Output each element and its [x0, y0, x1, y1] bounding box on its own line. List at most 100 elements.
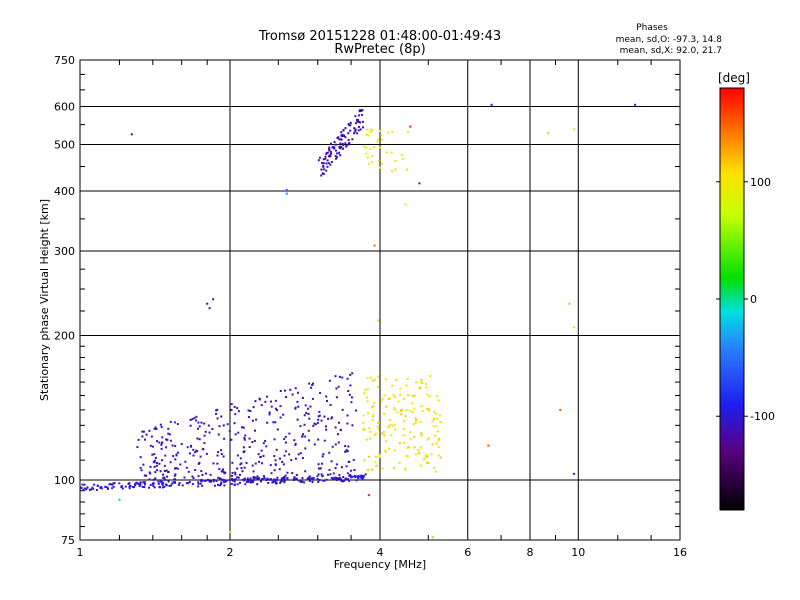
data-point	[336, 137, 339, 140]
data-point	[259, 480, 262, 483]
data-point	[233, 478, 236, 481]
data-point	[369, 147, 372, 150]
data-point	[148, 429, 151, 432]
data-point	[400, 153, 403, 156]
data-point	[634, 103, 637, 106]
data-point	[252, 479, 255, 482]
data-point	[223, 437, 226, 440]
data-point	[261, 462, 264, 465]
data-point	[256, 483, 259, 486]
data-point	[301, 477, 304, 480]
data-point	[344, 136, 347, 139]
data-point	[337, 385, 340, 388]
chart-subtitle: RwPretec (8p)	[334, 42, 425, 57]
data-point	[167, 480, 170, 483]
data-point	[344, 477, 347, 480]
data-point	[212, 462, 215, 465]
data-point	[380, 134, 383, 137]
data-point	[199, 455, 202, 458]
data-point	[162, 476, 165, 479]
data-point	[172, 455, 175, 458]
data-point	[439, 420, 442, 423]
data-point	[186, 446, 189, 449]
data-point	[377, 421, 380, 424]
data-point	[241, 470, 244, 473]
data-point	[183, 476, 186, 479]
data-point	[220, 415, 223, 418]
data-point	[363, 427, 366, 430]
data-point	[186, 482, 189, 485]
data-point	[212, 478, 215, 481]
data-point	[362, 475, 365, 478]
data-point	[383, 434, 386, 437]
data-point	[228, 479, 231, 482]
data-point	[156, 469, 159, 472]
data-point	[420, 434, 423, 437]
data-point	[405, 454, 408, 457]
data-point	[152, 460, 155, 463]
data-point	[421, 410, 424, 413]
data-point	[250, 479, 253, 482]
data-point	[210, 480, 213, 483]
data-point	[345, 145, 348, 148]
data-point	[253, 439, 256, 442]
data-point	[243, 477, 246, 480]
data-point	[120, 485, 123, 488]
data-point	[175, 453, 178, 456]
data-point	[317, 463, 320, 466]
data-point	[272, 481, 275, 484]
data-point	[143, 486, 146, 489]
data-point	[374, 455, 377, 458]
data-point	[372, 379, 375, 382]
data-point	[215, 479, 218, 482]
data-point	[362, 145, 365, 148]
data-point	[266, 421, 269, 424]
data-point	[220, 481, 223, 484]
data-point	[233, 480, 236, 483]
data-point	[144, 438, 147, 441]
data-point	[143, 474, 146, 477]
data-point	[330, 460, 333, 463]
data-point	[220, 449, 223, 452]
data-point	[339, 138, 342, 141]
data-point	[402, 428, 405, 431]
data-point	[149, 472, 152, 475]
data-point	[435, 442, 438, 445]
data-point	[427, 437, 430, 440]
data-point	[395, 378, 398, 381]
x-tick-label: 6	[464, 546, 471, 559]
data-point	[384, 378, 387, 381]
data-point	[429, 374, 432, 377]
data-point	[285, 396, 288, 399]
data-point	[166, 438, 169, 441]
data-point	[325, 395, 328, 398]
data-point	[572, 326, 575, 329]
data-point	[143, 482, 146, 485]
data-point	[391, 384, 394, 387]
data-point	[278, 468, 281, 471]
data-point	[432, 425, 435, 428]
data-point	[304, 435, 307, 438]
data-point	[236, 407, 239, 410]
data-point	[162, 473, 165, 476]
data-point	[394, 428, 397, 431]
data-point	[320, 419, 323, 422]
data-point	[312, 477, 315, 480]
data-point	[82, 489, 85, 492]
data-point	[392, 467, 395, 470]
data-point	[409, 431, 412, 434]
data-point	[427, 462, 430, 465]
data-point	[173, 480, 176, 483]
data-point	[266, 477, 269, 480]
data-point	[326, 165, 329, 168]
data-point	[337, 477, 340, 480]
data-point	[400, 409, 403, 412]
data-point	[310, 386, 313, 389]
data-point	[406, 455, 409, 458]
y-tick-label: 400	[54, 185, 75, 198]
data-point	[371, 419, 374, 422]
data-point	[366, 412, 369, 415]
data-point	[240, 467, 243, 470]
data-point	[223, 480, 226, 483]
data-point	[568, 302, 571, 305]
